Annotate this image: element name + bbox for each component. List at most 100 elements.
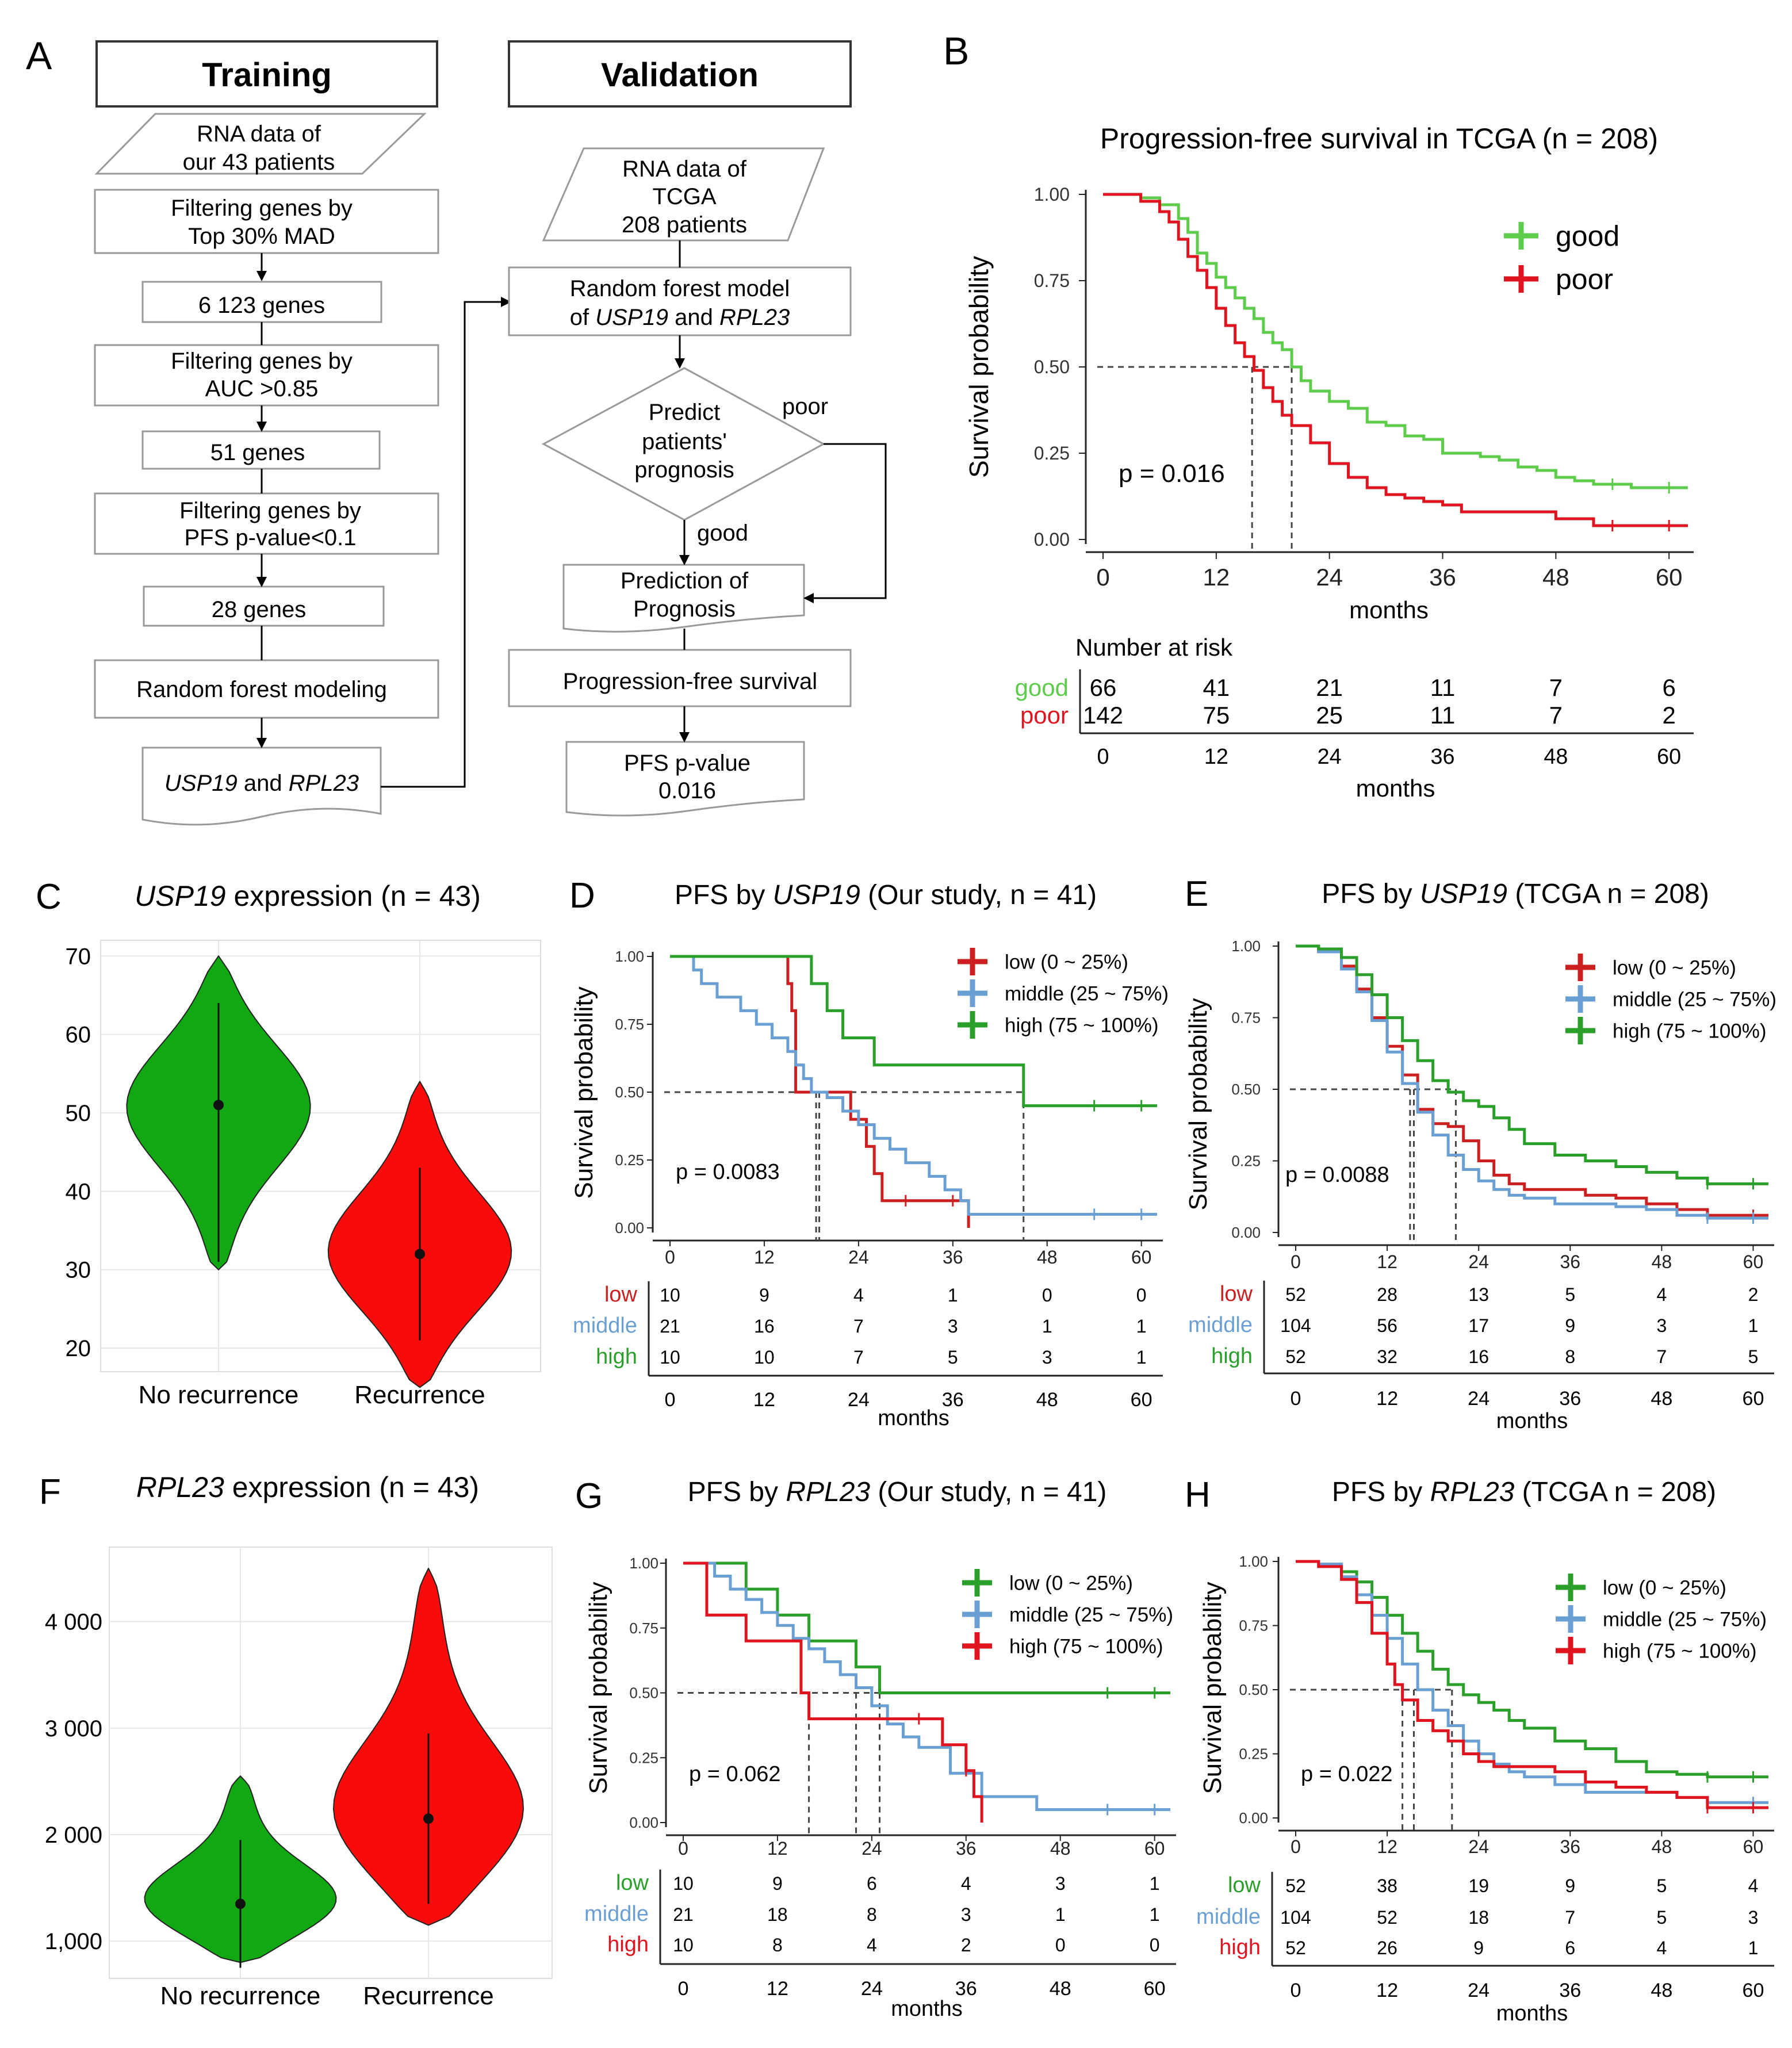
risk-row-label: high <box>596 1345 637 1369</box>
training-rna-line2: our 43 patients <box>183 150 335 175</box>
risk-x-axis-label: months <box>1496 1409 1568 1433</box>
x-tick-label: 12 <box>754 1247 775 1268</box>
risk-count: 3 <box>948 1316 958 1337</box>
training-filter-auc-box <box>94 344 439 407</box>
panel-e-title: PFS by USP19 (TCGA n = 208) <box>1322 879 1709 909</box>
legend-label: low (0 ~ 25%) <box>1009 1572 1133 1594</box>
y-tick-label: 50 <box>66 1101 91 1126</box>
risk-x-tick-label: 0 <box>677 1978 688 2000</box>
risk-row-label: low <box>1220 1282 1253 1306</box>
risk-count: 25 <box>1316 702 1343 729</box>
training-filter-mad-line2: Top 30% MAD <box>188 224 335 249</box>
category-label: No recurrence <box>160 1982 321 2010</box>
risk-row-label: low <box>604 1283 638 1307</box>
risk-count: 142 <box>1083 702 1123 729</box>
validation-model-box <box>508 266 852 336</box>
x-axis-label: months <box>1349 596 1429 623</box>
panel-h-title-post: (TCGA n = 208) <box>1514 1477 1716 1507</box>
risk-count: 104 <box>1280 1315 1311 1336</box>
risk-count: 52 <box>1377 1907 1397 1928</box>
risk-count: 4 <box>1748 1875 1759 1896</box>
panel-c-title: USP19 expression (n = 43) <box>135 880 481 912</box>
risk-count: 9 <box>1473 1938 1484 1958</box>
legend-label: middle (25 ~ 75%) <box>1009 1603 1173 1626</box>
risk-x-tick-label: 36 <box>942 1389 964 1411</box>
y-tick-label: 0.75 <box>1231 1009 1261 1027</box>
risk-count: 52 <box>1285 1875 1306 1896</box>
training-rf-box <box>94 659 439 719</box>
risk-x-tick-label: 12 <box>767 1978 788 2000</box>
risk-count: 4 <box>853 1285 864 1306</box>
risk-count: 7 <box>1565 1907 1575 1928</box>
risk-x-axis-label: months <box>1356 775 1435 802</box>
risk-count: 0 <box>1136 1285 1147 1306</box>
legend-label: high (75 ~ 100%) <box>1603 1640 1757 1662</box>
y-tick-label: 30 <box>66 1258 91 1283</box>
validation-predict-line3: prognosis <box>634 457 734 483</box>
y-tick-label: 0.00 <box>629 1814 658 1831</box>
y-axis-label: Survival probability <box>1199 1582 1227 1794</box>
risk-x-tick-label: 60 <box>1742 1388 1764 1410</box>
validation-rna-line2: TCGA <box>652 184 716 209</box>
risk-x-tick-label: 0 <box>1097 745 1109 769</box>
panel-label-f: F <box>39 1472 61 1512</box>
panel-g: G PFS by RPL23 (Our study, n = 41) 0.00 0… <box>575 1476 1176 2021</box>
training-connectors <box>256 253 511 788</box>
validation-model-line2: of USP19 and RPL23 <box>570 305 790 330</box>
risk-x-tick-label: 60 <box>1144 1978 1166 2000</box>
x-tick-label: 12 <box>1377 1836 1397 1857</box>
median-point <box>415 1249 425 1260</box>
risk-count: 5 <box>1565 1284 1575 1305</box>
legend-label: high (75 ~ 100%) <box>1005 1014 1159 1036</box>
training-filter-auc-line1: Filtering genes by <box>171 349 353 374</box>
risk-count: 19 <box>1468 1875 1489 1896</box>
y-tick-label: 0.25 <box>1239 1745 1268 1763</box>
panel-b: B Progression-free survival in TCGA (n =… <box>943 29 1694 802</box>
x-tick-label: 36 <box>1560 1836 1580 1857</box>
panel-f-title: RPL23 expression (n = 43) <box>136 1471 479 1503</box>
training-output-label: USP19 and RPL23 <box>164 771 359 796</box>
violin-plot-f: 1,000 2 000 3 000 4 000 No recurrence Recurre… <box>45 1546 553 2010</box>
x-tick-label: 48 <box>1542 564 1569 591</box>
validation-header <box>508 40 852 108</box>
validation-rna-box <box>542 147 825 242</box>
risk-count: 1 <box>948 1285 958 1306</box>
training-genes-51: 51 genes <box>210 440 305 465</box>
risk-count: 9 <box>759 1285 769 1306</box>
risk-x-axis-label: months <box>891 1997 963 2021</box>
x-tick-label: 12 <box>1377 1251 1397 1272</box>
survival-curve-high <box>1296 1560 1768 1809</box>
x-tick-label: 60 <box>1743 1251 1764 1272</box>
y-tick-label: 1.00 <box>1239 1553 1268 1570</box>
x-tick-label: 12 <box>1203 564 1230 591</box>
x-tick-label: 24 <box>1468 1836 1489 1857</box>
risk-x-tick-label: 36 <box>1430 745 1454 769</box>
survival-curve-middle <box>670 955 1157 1216</box>
risk-x-axis-label: months <box>1496 2001 1568 2026</box>
x-tick-label: 48 <box>1037 1247 1058 1268</box>
risk-x-tick-label: 36 <box>955 1978 977 2000</box>
validation-title: Validation <box>601 56 759 94</box>
category-label: Recurrence <box>354 1381 485 1409</box>
risk-x-tick-label: 24 <box>861 1978 883 2000</box>
x-tick-label: 24 <box>1316 564 1343 591</box>
legend-label: high (75 ~ 100%) <box>1009 1635 1163 1657</box>
validation-model-line1: Random forest model <box>570 276 790 301</box>
risk-x-tick-label: 48 <box>1651 1388 1672 1410</box>
x-tick-label: 48 <box>1050 1838 1071 1859</box>
x-tick-label: 48 <box>1652 1251 1672 1272</box>
panel-g-title-gene: RPL23 <box>786 1477 870 1507</box>
risk-x-tick-label: 48 <box>1036 1389 1058 1411</box>
risk-x-tick-label: 0 <box>664 1389 675 1411</box>
risk-count: 3 <box>1042 1347 1052 1368</box>
panel-d: D PFS by USP19 (Our study, n = 41) 0.000… <box>569 876 1169 1430</box>
y-tick-label: 1.00 <box>1034 184 1070 205</box>
panel-label-b: B <box>943 29 969 73</box>
y-axis-label: Survival probability <box>1184 998 1212 1210</box>
risk-x-tick-label: 36 <box>1559 1980 1581 2001</box>
y-tick-label: 0.50 <box>1034 357 1070 377</box>
validation-prediction-line1: Prediction of <box>621 568 749 594</box>
risk-count: 75 <box>1203 702 1230 729</box>
risk-count: 18 <box>767 1904 788 1925</box>
